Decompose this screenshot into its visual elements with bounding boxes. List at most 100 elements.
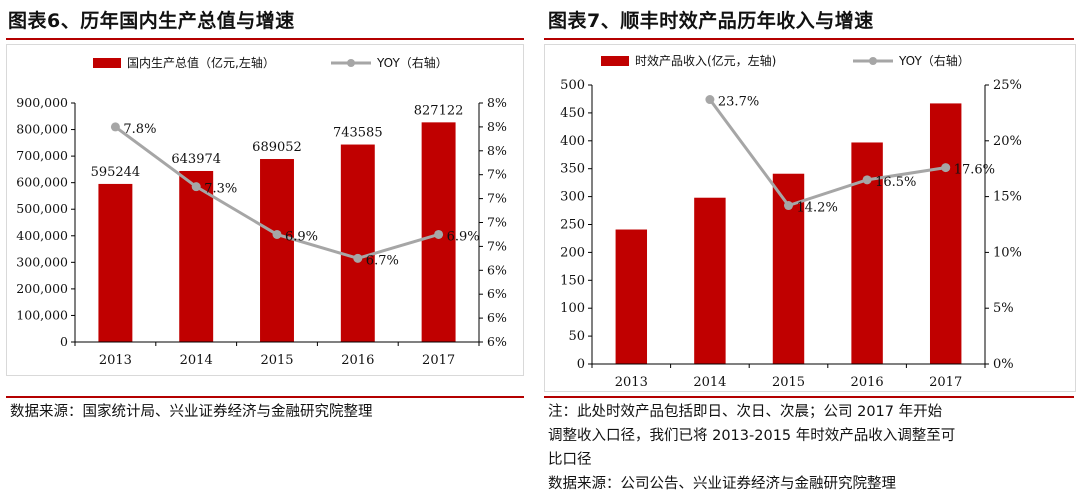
right-axis-tick-label: 8% [487,143,507,158]
yoy-value-label: 6.7% [366,253,399,268]
x-axis-tick-label: 2015 [772,375,805,390]
revenue-chart-frame: 时效产品收入(亿元，左轴) YOY（右轴） 0 50 100 150 200 250 300 35… [544,44,1076,392]
bar [98,183,133,342]
left-axis-tick-label: 300,000 [16,254,68,269]
x-axis-tick-label: 2014 [180,353,213,368]
left-axis-tick-label: 400,000 [16,228,68,243]
bar [260,159,294,342]
bar-value-label: 643974 [171,152,221,167]
legend-line-marker [869,57,877,65]
left-axis-tick-label: 800,000 [16,122,68,137]
x-axis-tick-label: 2013 [615,375,648,390]
title-divider [6,38,524,40]
left-axis-tick-label: 450 [560,106,585,121]
bottom-divider [544,396,1074,398]
yoy-point [705,95,715,105]
left-axis-tick-label: 700,000 [16,148,68,163]
bar-value-label: 827122 [414,103,464,118]
yoy-line [708,98,946,208]
bar [694,197,726,364]
left-axis-tick-label: 200 [560,245,585,260]
revenue-chart: 时效产品收入(亿元，左轴) YOY（右轴） 0 50 100 150 200 250 300 35… [560,53,1022,390]
yoy-value-label: 17.6% [954,163,995,178]
yoy-point [191,182,201,192]
left-axis-tick-label: 900,000 [16,95,68,110]
x-axis-tick-label: 2016 [341,353,374,368]
left-axis-tick-label: 600,000 [16,175,68,190]
bar [179,170,214,342]
right-axis-tick-label: 7% [487,215,507,230]
right-axis-tick-label: 15% [993,190,1022,205]
left-axis-tick-label: 250 [560,218,585,233]
legend-line-label: YOY（右轴） [376,55,448,70]
right-axis-tick-label: 10% [993,245,1022,260]
right-axis-tick-label: 6% [487,310,507,325]
x-axis-tick-label: 2014 [693,375,726,390]
bar [340,144,375,342]
note-line: 比口径 [548,452,592,468]
note-line: 调整收入口径，我们已将 2013-2015 年时效产品收入调整至可 [548,428,956,444]
right-axis-tick-label: 6% [487,262,507,277]
bar-value-label: 595244 [91,165,141,180]
gdp-chart: 国内生产总值（亿元,左轴） YOY（右轴） 0 100,000 200,000 300,0… [16,55,507,368]
right-axis-tick-label: 6% [487,334,507,349]
yoy-point [353,253,363,263]
left-axis-tick-label: 400 [560,134,585,149]
yoy-value-label: 16.5% [875,175,916,190]
left-axis-tick-label: 500 [560,78,585,93]
yoy-point [272,229,282,239]
yoy-point [862,175,872,185]
legend-bar-swatch [601,56,629,66]
right-axis-tick-label: 25% [993,78,1022,93]
revenue-chart-title: 图表7、顺丰时效产品历年收入与增速 [548,10,874,32]
yoy-value-label: 7.3% [204,182,237,197]
source-text: 数据来源：公司公告、兴业证券经济与金融研究院整理 [548,476,896,492]
gdp-chart-panel: 图表6、历年国内生产总值与增速 国内生产总值（亿元,左轴） YOY（右轴） 0 100… [0,0,530,498]
bar-value-label: 743585 [333,126,383,141]
x-axis-tick-label: 2016 [851,375,884,390]
left-axis-tick-label: 150 [560,273,585,288]
gdp-source-note: 数据来源：国家统计局、兴业证券经济与金融研究院整理 [10,400,520,424]
yoy-point [941,163,951,173]
x-axis-tick-label: 2017 [929,375,962,390]
yoy-point [434,229,444,239]
left-axis-tick-label: 0 [577,357,585,372]
gdp-chart-title: 图表6、历年国内生产总值与增速 [8,10,295,32]
bottom-divider [6,396,524,398]
legend-bar-label: 时效产品收入(亿元，左轴) [635,53,776,68]
left-axis-tick-label: 0 [60,334,68,349]
left-axis-tick-label: 100,000 [16,307,68,322]
right-axis-tick-label: 0% [993,357,1014,372]
x-axis-tick-label: 2015 [260,353,293,368]
x-axis-tick-label: 2013 [99,353,132,368]
title-divider [544,38,1074,40]
gdp-chart-frame: 国内生产总值（亿元,左轴） YOY（右轴） 0 100,000 200,000 300,0… [6,44,524,376]
left-axis-tick-label: 350 [560,162,585,177]
revenue-chart-panel: 图表7、顺丰时效产品历年收入与增速 时效产品收入(亿元，左轴) YOY（右轴） 0 5… [540,0,1080,498]
legend-line-label: YOY（右轴） [898,53,970,68]
right-axis-tick-label: 8% [487,95,507,110]
yoy-value-label: 6.9% [285,229,318,244]
right-axis-tick-label: 6% [487,286,507,301]
right-axis-tick-label: 7% [487,167,507,182]
left-axis-tick-label: 200,000 [16,281,68,296]
left-axis-tick-label: 500,000 [16,201,68,216]
yoy-point [784,201,793,211]
x-axis-tick-label: 2017 [422,353,455,368]
yoy-point [110,122,120,132]
yoy-value-label: 6.9% [447,229,480,244]
right-axis-tick-label: 7% [487,238,507,253]
legend-bar-swatch [93,58,121,68]
left-axis-tick-label: 300 [560,190,585,205]
revenue-source-note: 注：此处时效产品包括即日、次日、次晨；公司 2017 年开始 调整收入口径，我们… [548,400,1070,496]
yoy-value-label: 23.7% [718,95,759,110]
legend-bar-label: 国内生产总值（亿元,左轴） [127,55,275,70]
bar-value-label: 689052 [252,140,302,155]
left-axis-tick-label: 50 [568,329,585,344]
bar [929,103,962,364]
right-axis-tick-label: 8% [487,119,507,134]
right-axis-tick-label: 5% [993,301,1014,316]
yoy-value-label: 7.8% [123,122,156,137]
bar [615,229,648,364]
note-line: 注：此处时效产品包括即日、次日、次晨；公司 2017 年开始 [548,404,943,420]
